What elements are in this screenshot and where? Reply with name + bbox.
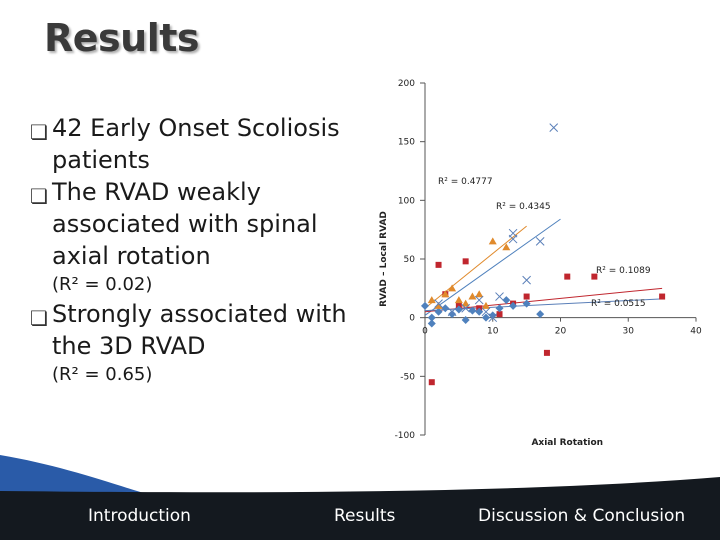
nav-background: [0, 477, 720, 540]
data-point-square: [435, 261, 442, 268]
trendline: [424, 218, 561, 316]
data-point-cross: [495, 292, 504, 301]
slide-title: Results: [44, 16, 200, 60]
bullet-text: Strongly associated with the 3D RVAD: [52, 300, 347, 360]
data-point-diamond: [481, 313, 490, 322]
data-point-cross: [488, 313, 498, 323]
navigation-bar: [0, 455, 720, 540]
data-point-diamond: [421, 301, 429, 310]
data-point-cross: [481, 307, 491, 317]
y-tick-label: 200: [398, 79, 415, 89]
data-point-diamond: [509, 301, 518, 310]
bullet-list: ❏ 42 Early Onset Scoliosis patients ❏ Th…: [22, 112, 382, 388]
trendline-r2-label: R² = 0.4777: [438, 177, 493, 187]
data-point-triangle: [481, 301, 490, 309]
bullet-text: The RVAD weakly associated with spinal a…: [52, 178, 318, 270]
data-point-diamond: [454, 305, 463, 314]
data-point-diamond: [468, 306, 477, 315]
trendline-r2-label: R² = 0.0515: [591, 299, 646, 309]
bullet-subtext: (R² = 0.02): [52, 274, 153, 295]
y-tick-label: 100: [398, 196, 415, 206]
trendline: [424, 225, 527, 309]
data-point-square: [523, 293, 530, 300]
data-point-square: [564, 273, 571, 280]
data-point-cross: [447, 307, 457, 317]
data-point-triangle: [488, 237, 497, 245]
data-point-diamond: [522, 299, 531, 308]
data-point-diamond: [448, 310, 457, 319]
data-point-square: [591, 273, 598, 280]
data-point-cross: [535, 237, 545, 246]
x-tick-label: 10: [487, 327, 499, 337]
data-point-triangle: [434, 301, 443, 309]
data-point-diamond: [475, 307, 484, 316]
trendline-r2-label: R² = 0.1089: [596, 266, 651, 276]
data-point-triangle: [475, 290, 484, 298]
y-tick-label: -50: [400, 372, 415, 382]
trendline: [424, 298, 663, 312]
data-point-diamond: [495, 304, 504, 313]
y-tick-label: 50: [404, 255, 416, 265]
data-point-triangle: [454, 296, 463, 304]
checkbox-bullet-icon: ❏: [30, 306, 48, 330]
bullet-subtext: (R² = 0.65): [52, 364, 153, 385]
nav-introduction[interactable]: Introduction: [88, 506, 191, 526]
data-point-cross: [461, 303, 471, 313]
trendline: [424, 287, 663, 313]
trendline-r2-label: R² = 0.4345: [496, 202, 551, 212]
bullet-patients: ❏ 42 Early Onset Scoliosis patients: [22, 112, 382, 176]
data-point-cross: [434, 299, 443, 308]
x-tick-label: 0: [422, 327, 428, 337]
data-point-triangle: [468, 292, 477, 300]
bullet-text: 42 Early Onset Scoliosis patients: [52, 114, 340, 174]
data-point-diamond: [427, 313, 436, 322]
data-point-cross: [549, 123, 559, 132]
data-point-triangle: [448, 284, 457, 292]
data-point-cross: [508, 234, 518, 244]
data-point-square: [543, 349, 550, 356]
data-point-triangle: [427, 296, 436, 304]
x-tick-label: 30: [623, 327, 635, 337]
data-point-square: [428, 379, 435, 386]
data-point-diamond: [488, 311, 497, 320]
data-point-diamond: [536, 310, 545, 319]
data-point-square: [496, 311, 503, 318]
data-point-diamond: [502, 296, 511, 305]
nav-discussion-conclusion[interactable]: Discussion & Conclusion: [478, 506, 686, 526]
data-point-cross: [474, 295, 484, 305]
x-tick-label: 20: [555, 327, 567, 337]
data-point-square: [462, 258, 469, 265]
x-axis-label: Axial Rotation: [531, 438, 603, 448]
data-point-diamond: [461, 316, 470, 325]
data-point-square: [659, 293, 666, 300]
data-point-diamond: [427, 319, 436, 328]
nav-results[interactable]: Results: [334, 506, 396, 526]
data-point-triangle: [461, 299, 470, 307]
nav-swoosh: [0, 455, 150, 495]
data-point-triangle: [502, 243, 511, 251]
x-tick-label: 40: [690, 327, 702, 337]
y-axis-label: RVAD – Local RVAD: [379, 211, 389, 307]
y-tick-label: 0: [409, 314, 415, 324]
y-tick-label: -100: [395, 431, 416, 441]
checkbox-bullet-icon: ❏: [30, 184, 48, 208]
data-point-cross: [522, 275, 531, 285]
data-point-triangle: [441, 290, 450, 298]
bullet-weak-association: ❏ The RVAD weakly associated with spinal…: [22, 176, 382, 272]
bullet-strong-association: ❏ Strongly associated with the 3D RVAD: [22, 298, 382, 362]
chart-layer: 200 150 100 50 0 -50 -100 0 10 20 30 40 Axial Rotati…: [379, 79, 702, 448]
data-point-diamond: [434, 307, 443, 316]
y-tick-label: 150: [398, 138, 415, 148]
checkbox-bullet-icon: ❏: [30, 120, 48, 144]
data-point-diamond: [441, 304, 450, 313]
